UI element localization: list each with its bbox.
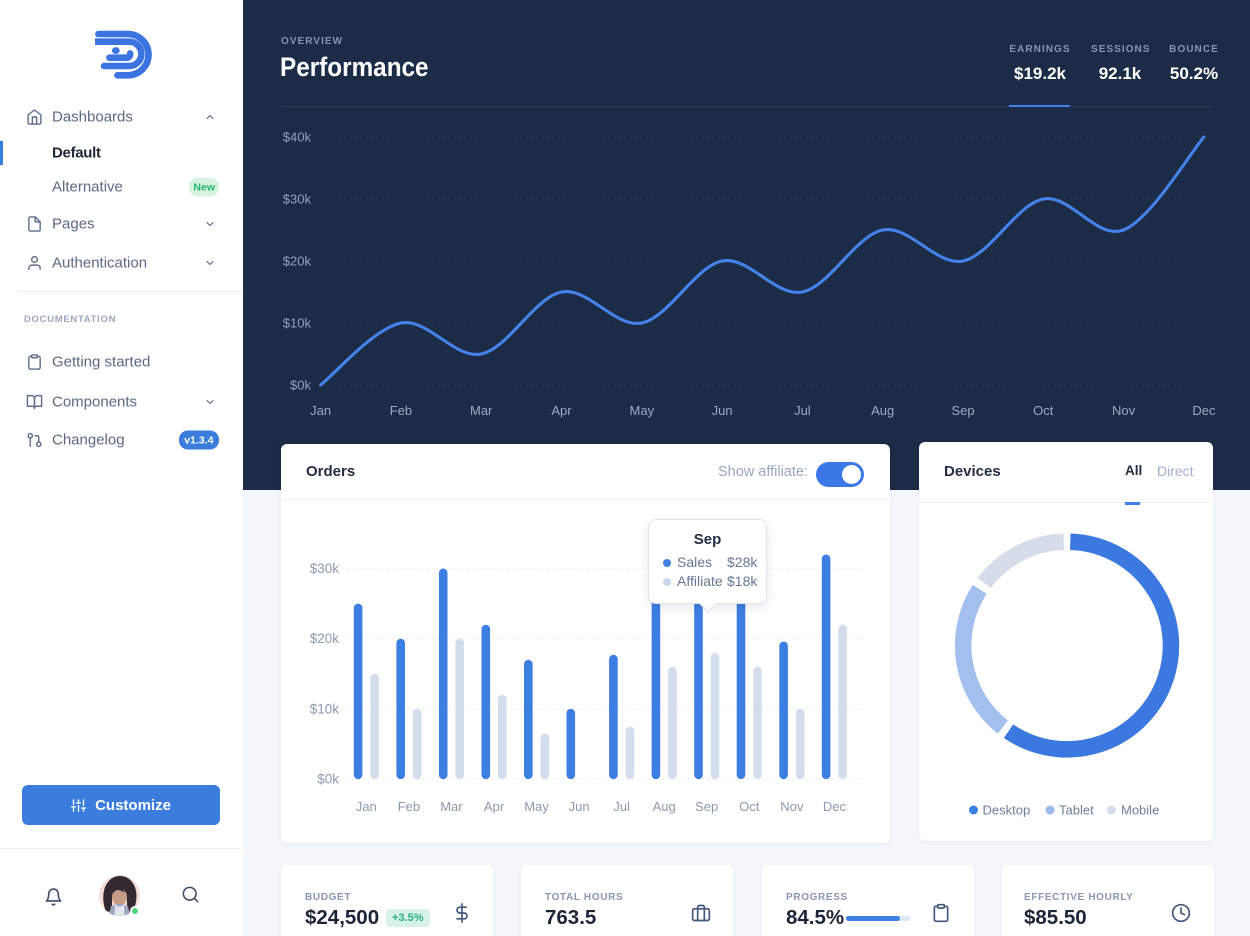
svg-text:Apr: Apr [484,799,505,814]
svg-text:$10k: $10k [310,701,340,716]
svg-text:Jun: Jun [712,403,733,418]
svg-text:Aug: Aug [653,799,676,814]
svg-text:Apr: Apr [551,403,572,418]
svg-text:Oct: Oct [1033,403,1054,418]
svg-text:$20k: $20k [283,254,312,269]
svg-text:Aug: Aug [871,403,894,418]
svg-text:$30k: $30k [283,192,312,207]
svg-text:Dec: Dec [1192,403,1216,418]
svg-text:Jan: Jan [310,403,331,418]
svg-text:Nov: Nov [1112,403,1136,418]
svg-text:Sep: Sep [695,799,718,814]
svg-text:Dec: Dec [823,799,847,814]
svg-text:$40k: $40k [283,130,312,145]
svg-text:$10k: $10k [283,316,312,331]
svg-text:Mobile: Mobile [1121,803,1159,818]
svg-text:Jan: Jan [356,799,377,814]
svg-text:Feb: Feb [390,403,412,418]
svg-text:Mar: Mar [470,403,493,418]
svg-text:$20k: $20k [310,631,340,646]
svg-text:May: May [630,403,655,418]
svg-text:Jun: Jun [569,799,590,814]
svg-text:Jul: Jul [613,799,630,814]
svg-text:Tablet: Tablet [1059,803,1094,818]
svg-text:Desktop: Desktop [983,803,1031,818]
svg-text:Nov: Nov [780,799,804,814]
svg-text:May: May [524,799,549,814]
svg-text:$0k: $0k [290,378,311,393]
svg-text:Mar: Mar [440,799,463,814]
svg-text:Jul: Jul [794,403,811,418]
svg-text:Sep: Sep [951,403,974,418]
svg-text:$30k: $30k [310,561,340,576]
svg-text:Oct: Oct [739,799,760,814]
svg-text:Feb: Feb [398,799,420,814]
svg-text:$0k: $0k [317,772,339,787]
